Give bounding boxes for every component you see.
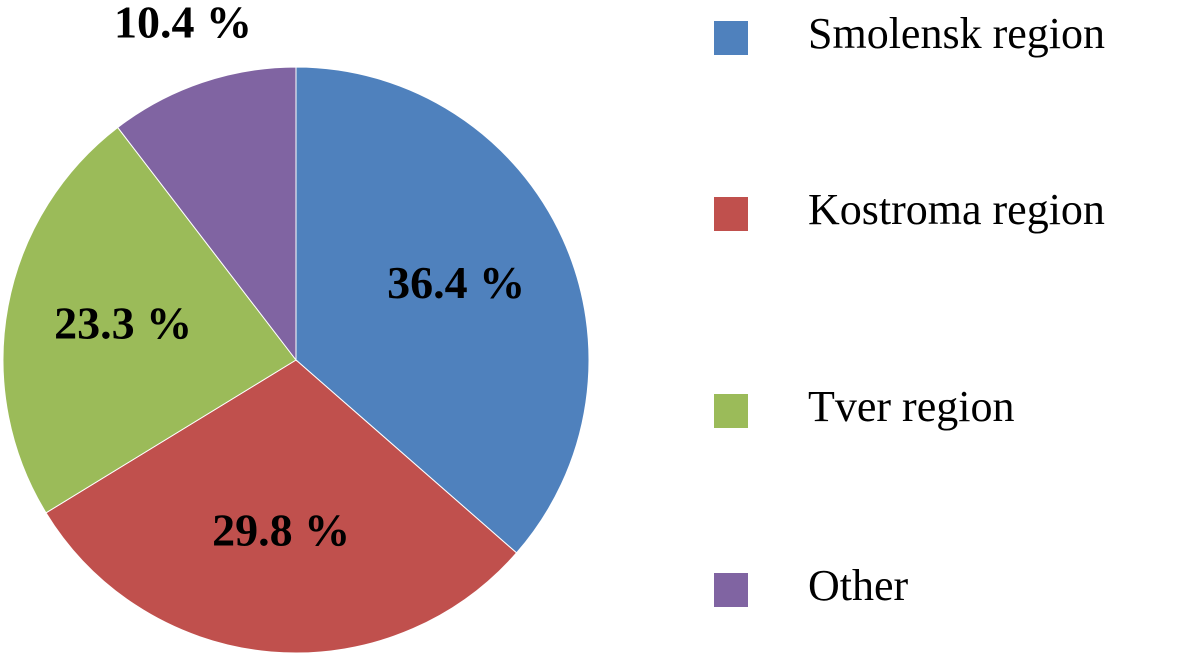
- data-label: 23.3 %: [54, 297, 192, 348]
- legend-label: Kostroma region: [808, 185, 1105, 234]
- pie-slice: [117, 66, 297, 362]
- legend-swatch: [714, 21, 748, 55]
- data-label: 10.4 %: [114, 0, 252, 48]
- legend-swatch: [714, 394, 748, 428]
- legend-swatch: [714, 197, 748, 231]
- legend-label: Tver region: [808, 382, 1014, 431]
- legend-label: Smolensk region: [808, 9, 1105, 58]
- pie-slice: [295, 66, 590, 554]
- legend-swatch: [714, 573, 748, 607]
- legend-label: Other: [808, 561, 909, 610]
- data-label: 29.8 %: [212, 505, 350, 556]
- data-label: 36.4 %: [387, 257, 525, 308]
- pie-slice: [45, 359, 518, 653]
- pie-slice: [2, 126, 297, 514]
